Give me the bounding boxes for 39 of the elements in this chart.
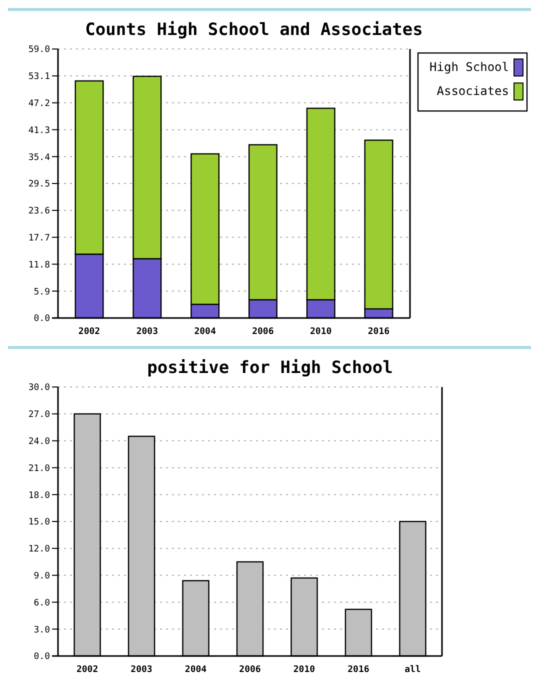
y-tick-label: 21.0 xyxy=(28,464,50,474)
x-tick-label: 2016 xyxy=(348,665,370,675)
y-tick-label: 15.0 xyxy=(28,518,50,528)
x-tick-label: 2002 xyxy=(76,665,98,675)
legend-label: Associates xyxy=(436,84,509,98)
y-tick-label: 11.8 xyxy=(28,260,50,270)
y-tick-label: 23.6 xyxy=(28,206,50,217)
y-tick-label: 24.0 xyxy=(28,436,50,447)
y-tick-label: 30.0 xyxy=(28,383,50,394)
x-tick-label: 2003 xyxy=(136,327,158,337)
chart-title: positive for High School xyxy=(147,358,393,378)
x-tick-label: 2002 xyxy=(78,327,100,337)
x-tick-label: 2004 xyxy=(184,665,208,675)
y-tick-label: 3.0 xyxy=(34,625,50,636)
y-tick-label: 35.4 xyxy=(28,152,50,163)
y-tick-label: 0.0 xyxy=(34,314,50,324)
x-tick-label: all xyxy=(404,665,421,675)
y-tick-label: 6.0 xyxy=(34,598,50,608)
chart-title: Counts High School and Associates xyxy=(85,20,423,40)
y-tick-label: 53.1 xyxy=(28,72,50,82)
y-tick-label: 12.0 xyxy=(28,544,50,555)
y-tick-label: 9.0 xyxy=(34,571,50,582)
y-tick-label: 47.2 xyxy=(28,98,50,109)
x-tick-label: 2010 xyxy=(293,665,316,675)
y-tick-label: 29.5 xyxy=(28,180,50,190)
x-tick-label: 2016 xyxy=(368,327,390,337)
y-tick-label: 18.0 xyxy=(28,490,50,501)
y-tick-label: 59.0 xyxy=(28,45,50,56)
y-tick-label: 17.7 xyxy=(28,233,50,244)
y-tick-label: 0.0 xyxy=(34,652,50,662)
x-tick-label: 2006 xyxy=(239,665,261,675)
legend-label: High School xyxy=(430,60,509,74)
x-tick-label: 2004 xyxy=(194,327,216,337)
x-tick-label: 2003 xyxy=(130,665,152,675)
y-tick-label: 41.3 xyxy=(28,126,50,136)
y-tick-label: 5.9 xyxy=(34,287,50,298)
x-tick-label: 2006 xyxy=(252,327,274,337)
y-tick-label: 27.0 xyxy=(28,410,50,420)
x-tick-label: 2010 xyxy=(310,327,332,337)
